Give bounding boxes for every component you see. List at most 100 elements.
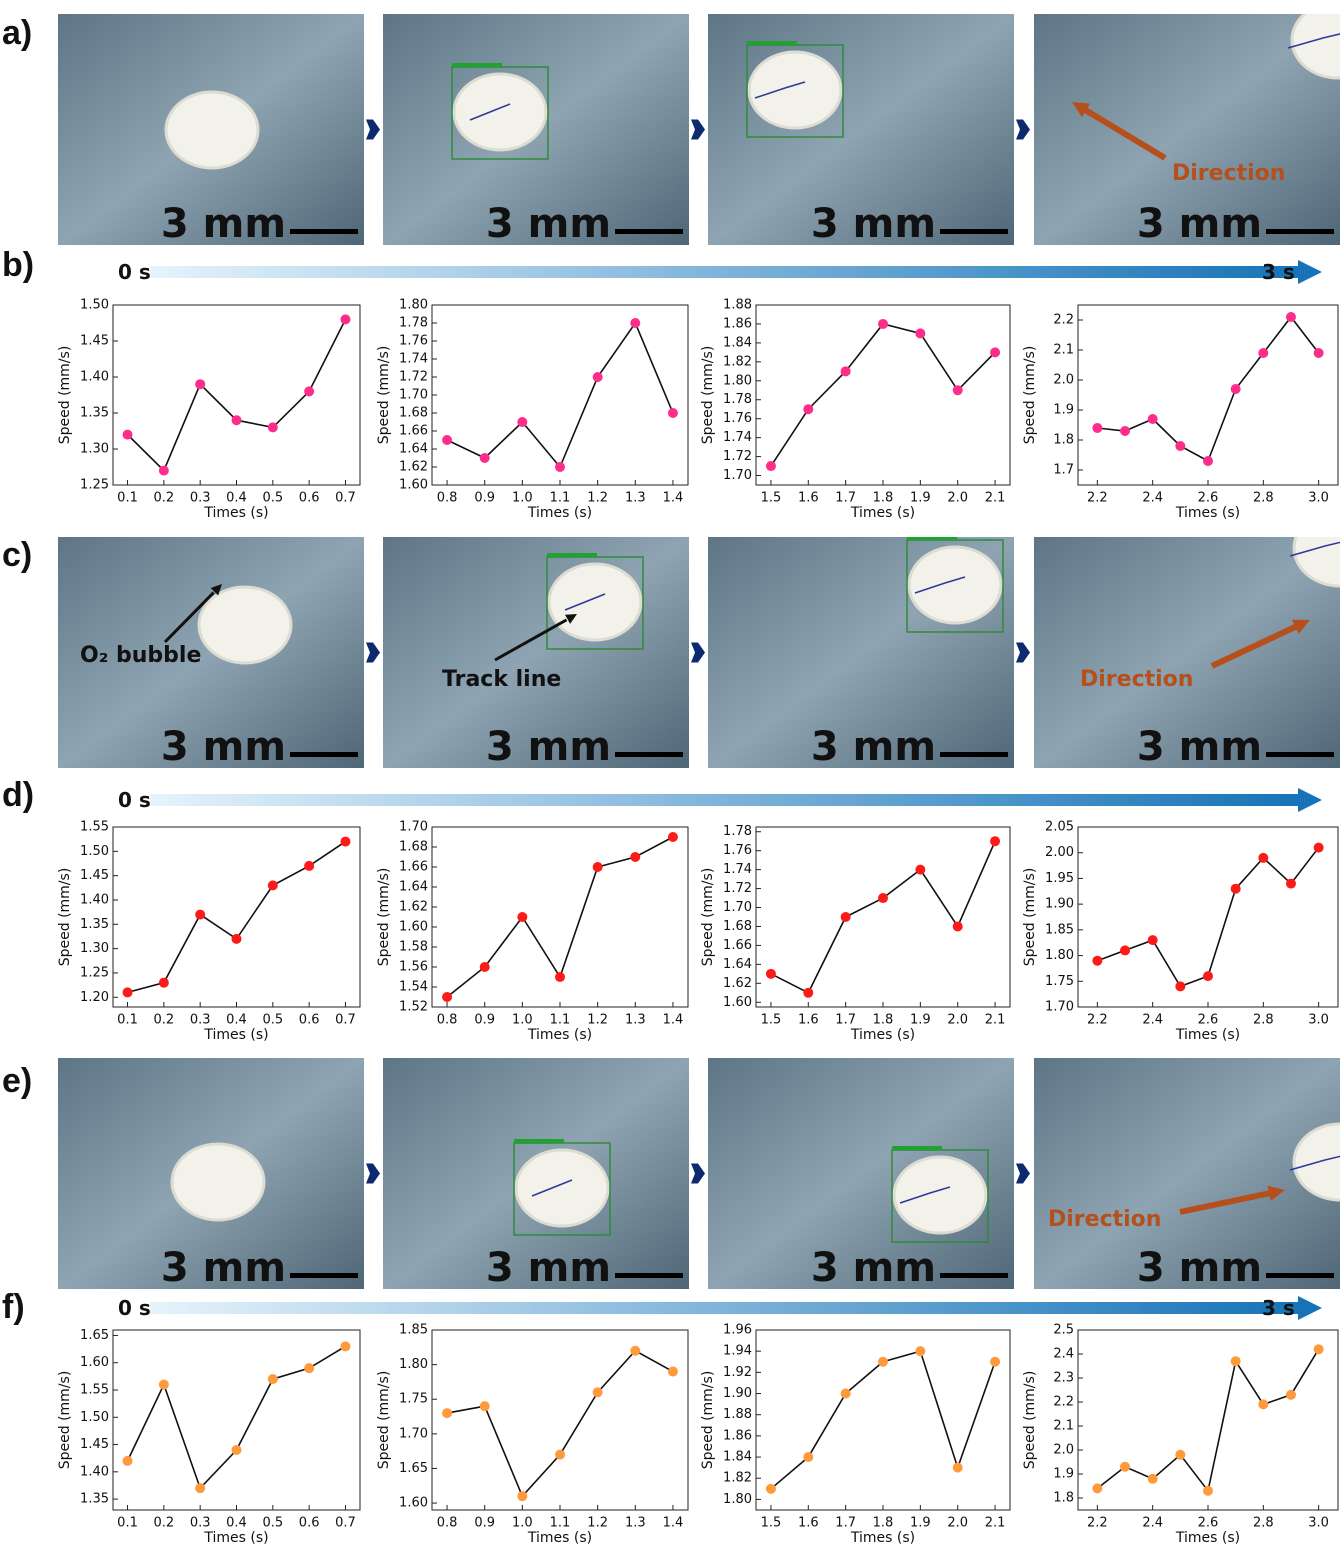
panel-label: c) — [2, 536, 32, 574]
x-tick-label: 2.0 — [947, 1516, 968, 1531]
track-bar — [907, 536, 957, 540]
micromotor — [894, 1157, 986, 1233]
x-tick-label: 0.7 — [335, 1516, 356, 1531]
y-tick-label: 1.20 — [80, 990, 109, 1005]
annotation: Direction — [1080, 667, 1193, 692]
data-point — [159, 466, 169, 476]
y-tick-label: 1.85 — [399, 1323, 428, 1338]
y-tick-label: 2.05 — [1045, 820, 1074, 835]
y-tick-label: 1.30 — [80, 941, 109, 956]
y-tick-label: 1.64 — [399, 442, 428, 457]
y-tick-label: 1.45 — [80, 334, 109, 349]
data-point — [555, 972, 565, 982]
sequence-arrow — [1016, 1164, 1030, 1184]
y-tick-label: 1.25 — [80, 965, 109, 980]
y-tick-label: 1.45 — [80, 1437, 109, 1452]
y-tick-label: 1.92 — [723, 1365, 752, 1380]
scale-bar — [290, 1273, 358, 1278]
y-tick-label: 1.54 — [399, 980, 428, 995]
x-axis-label: Times (s) — [1175, 505, 1240, 521]
data-point — [915, 328, 925, 338]
y-tick-label: 1.52 — [399, 1000, 428, 1015]
data-point — [1092, 1483, 1102, 1493]
x-tick-label: 0.6 — [299, 1516, 320, 1531]
photo: 3 mm Direction — [1034, 510, 1342, 770]
x-tick-label: 1.5 — [761, 1516, 782, 1531]
scale-bar — [1266, 1273, 1334, 1278]
scale-bar — [615, 752, 683, 757]
x-tick-label: 2.2 — [1087, 1013, 1108, 1028]
data-point — [304, 861, 314, 871]
x-tick-label: 1.7 — [835, 1516, 856, 1531]
panel-label: e) — [2, 1062, 32, 1100]
photo: 3 mmTrack line — [383, 537, 689, 770]
y-tick-label: 1.45 — [80, 868, 109, 883]
x-tick-label: 1.6 — [798, 1516, 819, 1531]
series-line — [771, 324, 995, 466]
x-tick-label: 2.8 — [1253, 1516, 1274, 1531]
y-tick-label: 1.70 — [399, 1426, 428, 1441]
micromotor — [454, 74, 546, 150]
y-tick-label: 1.75 — [1045, 974, 1074, 989]
series-line — [447, 323, 673, 467]
y-tick-label: 1.8 — [1053, 433, 1074, 448]
y-tick-label: 1.62 — [399, 900, 428, 915]
scale-bar — [940, 229, 1008, 234]
data-point — [1092, 423, 1102, 433]
scale-bar — [615, 229, 683, 234]
y-tick-label: 1.40 — [80, 1464, 109, 1479]
data-point — [915, 1346, 925, 1356]
x-tick-label: 2.6 — [1198, 1013, 1219, 1028]
y-tick-label: 1.86 — [723, 1428, 752, 1443]
plot-frame — [756, 827, 1010, 1007]
y-tick-label: 2.0 — [1053, 1443, 1074, 1458]
y-tick-label: 1.25 — [80, 478, 109, 493]
photo: 3 mmO₂ bubble — [58, 537, 364, 770]
data-point — [340, 1341, 350, 1351]
annotation: O₂ bubble — [80, 643, 201, 668]
scale-label: 3 mm — [1137, 724, 1262, 770]
x-tick-label: 1.8 — [873, 491, 894, 506]
y-tick-label: 1.76 — [399, 334, 428, 349]
x-tick-label: 1.6 — [798, 1013, 819, 1028]
data-point — [480, 453, 490, 463]
data-point — [555, 462, 565, 472]
y-tick-label: 1.85 — [1045, 922, 1074, 937]
data-point — [195, 379, 205, 389]
scale-label: 3 mm — [486, 201, 611, 247]
y-tick-label: 1.35 — [80, 1492, 109, 1507]
x-tick-label: 1.9 — [910, 491, 931, 506]
y-tick-label: 1.80 — [1045, 948, 1074, 963]
x-tick-label: 2.2 — [1087, 491, 1108, 506]
data-point — [442, 1408, 452, 1418]
y-tick-label: 1.8 — [1053, 1491, 1074, 1506]
x-tick-label: 1.5 — [761, 1013, 782, 1028]
data-point — [1092, 956, 1102, 966]
sequence-arrow — [691, 1164, 705, 1184]
sequence-arrow — [1016, 120, 1030, 140]
sequence-arrow — [691, 120, 705, 140]
x-tick-label: 2.4 — [1142, 1013, 1163, 1028]
data-point — [1314, 348, 1324, 358]
y-tick-label: 1.80 — [399, 298, 428, 313]
x-tick-label: 0.8 — [437, 491, 458, 506]
data-point — [480, 962, 490, 972]
y-tick-label: 1.76 — [723, 411, 752, 426]
scale-label: 3 mm — [811, 724, 936, 770]
data-point — [232, 1445, 242, 1455]
x-tick-label: 3.0 — [1308, 1516, 1329, 1531]
scale-bar — [290, 229, 358, 234]
data-point — [668, 1367, 678, 1377]
x-tick-label: 3.0 — [1308, 1013, 1329, 1028]
photo: 3 mm — [58, 14, 364, 247]
scale-label: 3 mm — [1137, 1245, 1262, 1291]
y-tick-label: 2.5 — [1053, 1323, 1074, 1338]
x-tick-label: 1.0 — [512, 1013, 533, 1028]
data-point — [1175, 981, 1185, 991]
page: {"panel_labels":["a)","b)","c)","d)","e)… — [0, 0, 1342, 1563]
data-point — [841, 1389, 851, 1399]
x-tick-label: 0.1 — [117, 1013, 138, 1028]
y-tick-label: 1.70 — [399, 820, 428, 835]
data-point — [990, 836, 1000, 846]
